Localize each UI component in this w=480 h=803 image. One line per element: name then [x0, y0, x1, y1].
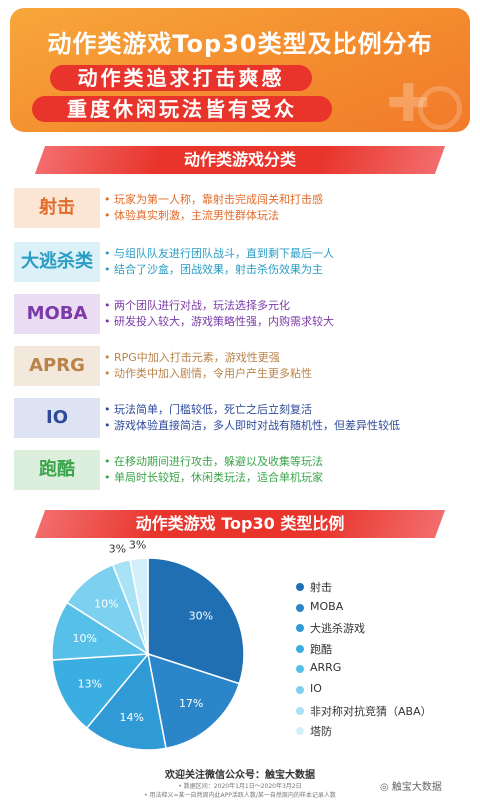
description-line: 研发投入较大，游戏策略性强，内购需求较大	[104, 314, 470, 330]
description-line: 游戏体验直接简洁，多人即时对战有随机性，但差异性较低	[104, 418, 470, 434]
slice-data-label: 14%	[120, 711, 144, 724]
section-1-title: 动作类游戏分类	[40, 146, 440, 174]
legend-label: 跑酷	[310, 642, 332, 656]
description-line: 在移动期间进行攻击，躲避以及收集等玩法	[104, 454, 470, 470]
pie-slice	[147, 557, 245, 685]
category-tag: 大逃杀类	[14, 242, 100, 282]
legend-swatch	[296, 644, 304, 653]
legend-label: 射击	[310, 581, 332, 594]
legend-swatch	[296, 685, 304, 694]
category-tag: APRG	[14, 346, 100, 386]
category-row: 跑酷在移动期间进行攻击，躲避以及收集等玩法单局时长较短，休闲类玩法，适合单机玩家	[14, 450, 470, 490]
description-line: 体验真实刺激，主流男性群体玩法	[104, 208, 470, 224]
category-description: 两个团队进行对战，玩法选择多元化研发投入较大，游戏策略性强，内购需求较大	[104, 294, 470, 334]
legend-label: 大逃杀游戏	[310, 622, 365, 636]
legend-swatch	[296, 603, 304, 612]
section-2-title: 动作类游戏 Top30 类型比例	[40, 510, 440, 538]
slice-data-label: 3%	[129, 538, 146, 551]
pie-slice	[51, 601, 151, 661]
legend-swatch	[296, 624, 304, 633]
slice-data-label: 10%	[94, 598, 118, 611]
legend-label: 塔防	[310, 725, 332, 739]
header-banner: 动作类游戏Top30类型及比例分布 动作类追求打击爽感 重度休闲玩法皆有受众 ✚	[10, 8, 470, 132]
wechat-account-label: ◎ 触宝大数据	[380, 778, 442, 793]
description-line: 玩家为第一人称，靠射击完成闯关和打击感	[104, 192, 470, 208]
pie-slice	[129, 557, 149, 655]
category-tag: IO	[14, 398, 100, 438]
page-title: 动作类游戏Top30类型及比例分布	[47, 30, 433, 58]
section-1-title-text: 动作类游戏分类	[183, 150, 296, 169]
category-row: 射击玩家为第一人称，靠射击完成闯关和打击感体验真实刺激，主流男性群体玩法	[14, 188, 470, 228]
legend-swatch	[296, 665, 304, 674]
footer-note-1: • 数据区间：2020年1月1日～2020年3月2日	[178, 783, 302, 790]
category-description: 在移动期间进行攻击，躲避以及收集等玩法单局时长较短，休闲类玩法，适合单机玩家	[104, 450, 470, 490]
description-line: 与组队队友进行团队战斗，直到剩下最后一人	[104, 246, 470, 262]
description-line: 单局时长较短，休闲类玩法，适合单机玩家	[104, 470, 470, 486]
legend-label: MOBA	[310, 599, 344, 613]
slice-data-label: 17%	[179, 697, 203, 710]
legend-label: ARRG	[310, 661, 342, 675]
footer-follow-text: 欢迎关注微信公众号：触宝大数据	[165, 770, 315, 781]
legend-label: 非对称对抗竞猜（ABA）	[310, 704, 432, 718]
legend-label: IO	[310, 681, 322, 695]
description-line: 动作类中加入剧情，令用户产生更多粘性	[104, 366, 470, 382]
pie-slice	[111, 558, 149, 655]
category-row: 大逃杀类与组队队友进行团队战斗，直到剩下最后一人结合了沙盒，团战效果，射击杀伤效…	[14, 242, 470, 282]
slice-data-label: 10%	[73, 632, 97, 645]
category-tag: MOBA	[14, 294, 100, 334]
pie-slice	[85, 652, 167, 751]
category-description: RPG中加入打击元素，游戏性更强动作类中加入剧情，令用户产生更多粘性	[104, 346, 470, 386]
pie-slice	[51, 653, 150, 730]
description-line: 两个团队进行对战，玩法选择多元化	[104, 298, 470, 314]
section-2-title-text: 动作类游戏 Top30 类型比例	[135, 514, 345, 533]
slice-data-label: 13%	[78, 678, 102, 691]
slice-data-label: 30%	[189, 610, 213, 623]
description-line: 结合了沙盒，团战效果，射击杀伤效果为主	[104, 262, 470, 278]
description-line: RPG中加入打击元素，游戏性更强	[104, 350, 470, 366]
category-tag: 跑酷	[14, 450, 100, 490]
pie-slice	[147, 652, 241, 750]
legend-swatch	[296, 583, 304, 591]
category-row: MOBA两个团队进行对战，玩法选择多元化研发投入较大，游戏策略性强，内购需求较大	[14, 294, 470, 334]
category-tag: 射击	[14, 188, 100, 228]
category-description: 玩家为第一人称，靠射击完成闯关和打击感体验真实刺激，主流男性群体玩法	[104, 188, 470, 228]
legend-swatch	[296, 727, 304, 736]
category-row: IO玩法简单，门槛较低，死亡之后立刻复活游戏体验直接简洁，多人即时对战有随机性，…	[14, 398, 470, 438]
subtitle-2: 重度休闲玩法皆有受众	[32, 96, 332, 122]
wechat-icon: ◎	[380, 782, 392, 793]
slice-data-label: 3%	[109, 542, 126, 555]
description-line: 玩法简单，门槛较低，死亡之后立刻复活	[104, 402, 470, 418]
subtitle-1: 动作类追求打击爽感	[50, 65, 312, 91]
legend-swatch	[296, 706, 304, 715]
wechat-account-name: 触宝大数据	[391, 782, 442, 793]
category-row: APRGRPG中加入打击元素，游戏性更强动作类中加入剧情，令用户产生更多粘性	[14, 346, 470, 386]
category-description: 与组队队友进行团队战斗，直到剩下最后一人结合了沙盒，团战效果，射击杀伤效果为主	[104, 242, 470, 282]
decorative-circle-icon	[418, 86, 462, 130]
pie-slice	[65, 563, 150, 656]
category-description: 玩法简单，门槛较低，死亡之后立刻复活游戏体验直接简洁，多人即时对战有随机性，但差…	[104, 398, 470, 438]
footer-note-2: • 用法释义=某一自然周内此APP活跃人数/某一自然周内的样本记录人数	[144, 792, 336, 799]
